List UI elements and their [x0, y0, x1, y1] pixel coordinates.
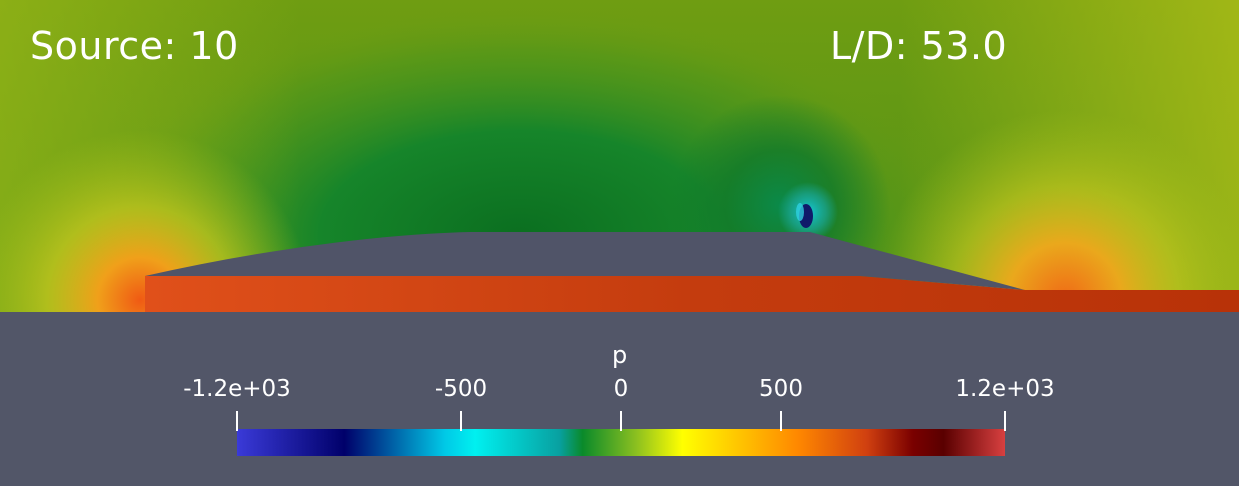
- colorbar-gradient: [237, 429, 1005, 456]
- colorbar-panel: [0, 312, 1239, 486]
- colorbar-tick-label: 500: [759, 376, 803, 402]
- colorbar-tick-label: 0: [613, 376, 629, 402]
- colorbar: [236, 411, 1006, 456]
- lift-drag-annotation: L/D: 53.0: [830, 24, 1008, 68]
- colorbar-tick-label: 1.2e+03: [955, 376, 1055, 402]
- colorbar-tick-label: -1.2e+03: [183, 376, 291, 402]
- colorbar-tick-marks: [236, 411, 1006, 431]
- colorbar-title: p: [612, 341, 628, 369]
- lower-surface-pressure: [145, 276, 1239, 312]
- source-annotation: Source: 10: [30, 24, 239, 68]
- body-shape: [145, 232, 1025, 290]
- colorbar-tick-label: -500: [434, 376, 488, 402]
